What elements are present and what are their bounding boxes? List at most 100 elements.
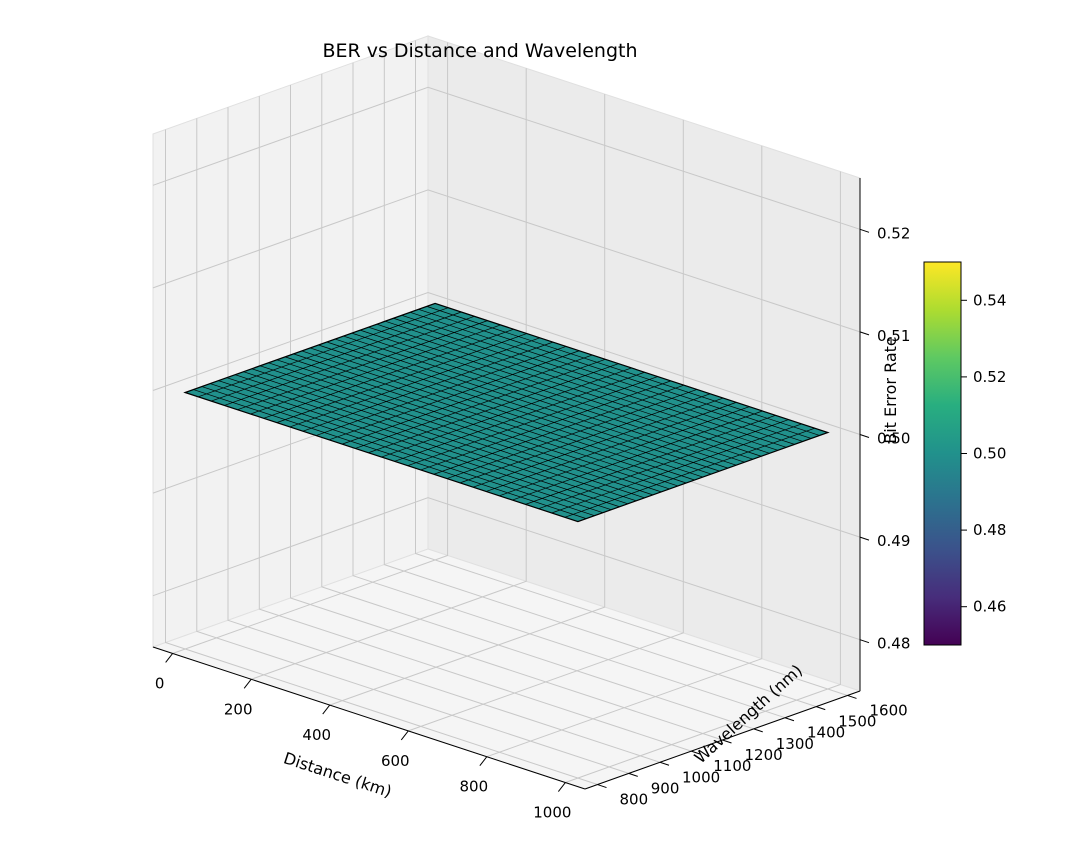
y-tick-label: 900 bbox=[651, 779, 680, 797]
surface-mesh-line bbox=[376, 323, 770, 454]
x-axis-line bbox=[152, 646, 586, 790]
x-gridline-3 bbox=[408, 119, 684, 732]
y-gridline-2 bbox=[227, 107, 661, 763]
x-tick-label: 1000 bbox=[533, 804, 571, 822]
x-tick-label: 0 bbox=[155, 674, 165, 692]
surface-mesh-line bbox=[310, 347, 703, 478]
z-tick-label: 0.52 bbox=[877, 224, 910, 242]
y-tick-label: 1400 bbox=[807, 724, 845, 742]
x-tick-mark bbox=[243, 678, 252, 689]
z-tick-mark bbox=[859, 536, 870, 541]
z-tick-mark bbox=[859, 331, 870, 336]
x-tick-label: 800 bbox=[459, 778, 488, 796]
y-gridline-6 bbox=[352, 62, 786, 719]
colorbar-tick-label: 0.52 bbox=[973, 368, 1006, 386]
x-tick-label: 600 bbox=[381, 752, 410, 770]
y-gridline-5 bbox=[321, 73, 754, 730]
z-tick-label: 0.51 bbox=[877, 327, 910, 345]
surface-mesh-line bbox=[393, 317, 787, 448]
x-tick-mark bbox=[165, 653, 174, 663]
y-tick-mark bbox=[659, 761, 670, 766]
surface-mesh-line bbox=[251, 368, 645, 499]
z-gridline-4 bbox=[152, 86, 861, 230]
surface-mesh-line bbox=[260, 365, 653, 496]
z-tick-mark bbox=[859, 228, 870, 233]
y-gridline-1 bbox=[196, 118, 629, 774]
chart-title: BER vs Distance and Wavelength bbox=[322, 40, 637, 62]
z-tick-label: 0.48 bbox=[877, 635, 910, 653]
y-tick-mark bbox=[753, 728, 763, 733]
z-tick-label: 0.50 bbox=[877, 430, 910, 448]
surface-mesh-line bbox=[410, 311, 803, 442]
surface-mesh-line bbox=[210, 383, 603, 514]
surface-mesh-line bbox=[193, 389, 587, 519]
y-tick-mark bbox=[847, 694, 857, 699]
y-tick-label: 1100 bbox=[713, 757, 751, 775]
x-tick-label: 400 bbox=[302, 726, 331, 744]
surface-mesh-line bbox=[293, 353, 687, 484]
colorbar-tick-label: 0.54 bbox=[973, 291, 1006, 309]
surface-mesh-line bbox=[268, 362, 662, 493]
colorbar bbox=[923, 261, 962, 646]
y-tick-mark bbox=[816, 706, 826, 711]
y-gridline-0 bbox=[165, 129, 598, 785]
y-tick-mark bbox=[722, 739, 732, 744]
surface-mesh-line bbox=[343, 335, 737, 466]
x-gridline-1 bbox=[251, 68, 527, 680]
surface-mesh-line bbox=[318, 344, 712, 475]
x-tick-label: 200 bbox=[224, 700, 253, 718]
z-gridline-2 bbox=[152, 291, 861, 435]
x-gridline-2 bbox=[329, 94, 606, 706]
y-gridline-3 bbox=[258, 96, 692, 752]
x-tick-mark bbox=[400, 730, 409, 741]
surface-mesh-line bbox=[360, 329, 753, 460]
y-tick-label: 1200 bbox=[745, 746, 783, 764]
colorbar-tick-label: 0.50 bbox=[973, 445, 1006, 463]
y-gridline-7 bbox=[383, 51, 817, 708]
x-tick-mark bbox=[322, 704, 331, 715]
surface-mesh-line bbox=[226, 377, 620, 508]
surface-mesh-line bbox=[285, 356, 678, 487]
x-gridline-4 bbox=[486, 145, 763, 758]
y-tick-mark bbox=[691, 750, 701, 755]
surface-mesh-line bbox=[426, 306, 820, 436]
z-axis-label: Bit Error Rate bbox=[881, 336, 900, 444]
y-tick-mark bbox=[628, 772, 638, 777]
surface-mesh-line bbox=[243, 371, 637, 502]
z-gridline-3 bbox=[152, 189, 861, 333]
z-tick-label: 0.49 bbox=[877, 532, 910, 550]
x-tick-mark bbox=[557, 782, 566, 792]
z-gridline-0 bbox=[152, 497, 861, 641]
y-tick-mark bbox=[784, 717, 795, 722]
surface-mesh-line bbox=[201, 386, 595, 516]
surface-mesh-line bbox=[418, 309, 812, 439]
y-gridline-8 bbox=[415, 40, 848, 696]
x-axis-label: Distance (km) bbox=[281, 748, 394, 801]
x-gridline-5 bbox=[565, 171, 841, 783]
surface-mesh-line bbox=[235, 374, 628, 505]
z-tick-mark bbox=[859, 639, 870, 644]
y-tick-label: 1000 bbox=[682, 768, 720, 786]
x-gridline-0 bbox=[172, 42, 449, 654]
y-tick-mark bbox=[597, 784, 607, 789]
y-tick-label: 1600 bbox=[870, 701, 908, 719]
surface-mesh-line bbox=[276, 359, 670, 490]
surface-mesh-line bbox=[326, 341, 720, 472]
colorbar-tick-label: 0.48 bbox=[973, 521, 1006, 539]
y-tick-label: 1300 bbox=[776, 735, 814, 753]
surface-mesh-line bbox=[218, 380, 612, 511]
surface-mesh-line bbox=[401, 314, 795, 445]
y-tick-label: 1500 bbox=[838, 713, 876, 731]
colorbar-tick-label: 0.46 bbox=[973, 598, 1006, 616]
y-tick-label: 800 bbox=[620, 791, 649, 809]
x-tick-mark bbox=[479, 756, 488, 767]
surface-mesh-line bbox=[335, 338, 728, 469]
surface-mesh-line bbox=[368, 326, 762, 457]
y-gridline-4 bbox=[290, 85, 723, 741]
surface-mesh-line bbox=[301, 350, 695, 481]
surface-mesh-line bbox=[385, 320, 778, 451]
surface-mesh-line bbox=[351, 332, 745, 463]
z-tick-mark bbox=[859, 434, 870, 438]
